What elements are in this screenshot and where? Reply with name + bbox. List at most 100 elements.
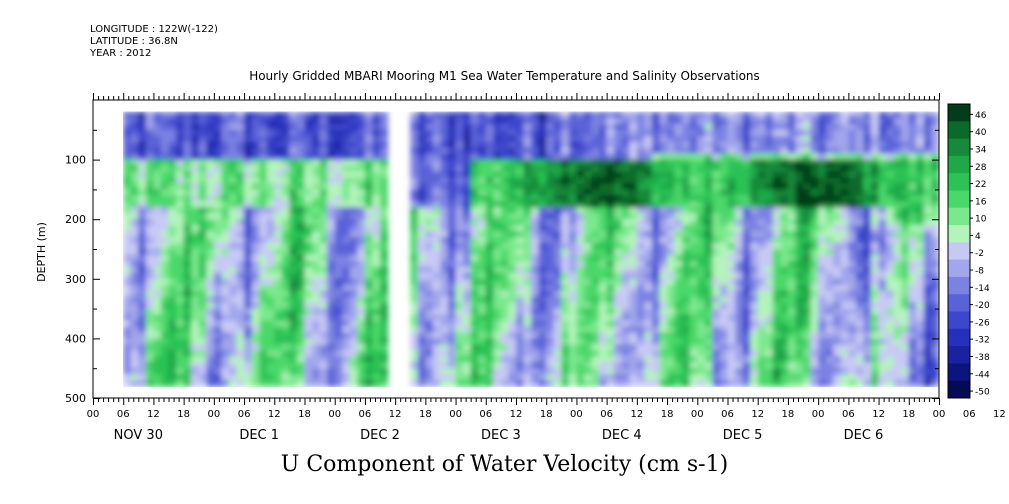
heatmap-cell bbox=[274, 320, 283, 328]
heatmap-cell bbox=[470, 123, 479, 131]
heatmap-cell bbox=[584, 260, 593, 268]
heatmap-cell bbox=[213, 195, 223, 202]
heatmap-cell bbox=[833, 320, 842, 328]
heatmap-cell bbox=[546, 356, 555, 363]
heatmap-cell bbox=[621, 249, 630, 256]
heatmap-cell bbox=[372, 278, 381, 286]
heatmap-cell bbox=[244, 207, 253, 214]
heatmap-cell bbox=[606, 338, 615, 345]
heatmap-cell bbox=[440, 225, 449, 232]
heatmap-cell bbox=[516, 344, 525, 351]
heatmap-cell bbox=[425, 195, 434, 202]
heatmap-cell bbox=[606, 225, 615, 232]
heatmap-cell bbox=[629, 243, 638, 250]
heatmap-cell bbox=[319, 141, 328, 149]
heatmap-cell bbox=[523, 368, 532, 375]
heatmap-cell bbox=[787, 165, 797, 173]
heatmap-cell bbox=[229, 302, 238, 310]
heatmap-cell bbox=[500, 326, 510, 334]
heatmap-cell bbox=[432, 272, 442, 280]
heatmap-cell bbox=[667, 129, 676, 137]
heatmap-cell bbox=[742, 308, 751, 316]
heatmap-cell bbox=[742, 350, 751, 357]
heatmap-cell bbox=[772, 344, 781, 351]
heatmap-cell bbox=[380, 213, 389, 220]
heatmap-cell bbox=[123, 219, 132, 226]
heatmap-cell bbox=[342, 374, 351, 381]
heatmap-cell bbox=[304, 123, 313, 131]
heatmap-cell bbox=[463, 350, 472, 357]
heatmap-cell bbox=[599, 272, 608, 280]
heatmap-cell bbox=[923, 135, 933, 143]
heatmap-cell bbox=[735, 362, 744, 369]
heatmap-cell bbox=[478, 201, 487, 208]
heatmap-cell bbox=[795, 183, 804, 190]
heatmap-cell bbox=[689, 129, 698, 137]
heatmap-cell bbox=[266, 135, 275, 143]
heatmap-cell bbox=[871, 266, 880, 274]
heatmap-cell bbox=[357, 243, 366, 250]
heatmap-cell bbox=[221, 141, 230, 149]
heatmap-cell bbox=[161, 237, 170, 244]
heatmap-cell bbox=[432, 320, 442, 328]
heatmap-cell bbox=[191, 368, 200, 375]
heatmap-cell bbox=[810, 141, 819, 149]
heatmap-cell bbox=[636, 296, 646, 304]
heatmap-cell bbox=[704, 237, 713, 244]
heatmap-cell bbox=[289, 308, 298, 316]
heatmap-cell bbox=[614, 153, 623, 161]
heatmap-cell bbox=[750, 237, 759, 244]
heatmap-cell bbox=[349, 368, 358, 375]
heatmap-cell bbox=[380, 171, 389, 179]
heatmap-cell bbox=[855, 284, 865, 292]
heatmap-cell bbox=[500, 344, 510, 351]
heatmap-cell bbox=[304, 153, 313, 161]
heatmap-cell bbox=[591, 332, 600, 339]
heatmap-cell bbox=[417, 147, 426, 155]
heatmap-cell bbox=[765, 380, 774, 387]
heatmap-cell bbox=[161, 290, 170, 298]
heatmap-cell bbox=[191, 129, 200, 137]
heatmap-cell bbox=[719, 338, 729, 345]
heatmap-cell bbox=[735, 249, 744, 256]
x-axis: 00 06 12 18 00 06 12 18 00 06 12 18 00 06 12 18 00 06 12 18… bbox=[87, 93, 1006, 443]
heatmap-cell bbox=[908, 147, 917, 155]
heatmap-cell bbox=[825, 171, 834, 179]
heatmap-cell bbox=[659, 374, 668, 381]
heatmap-cell bbox=[727, 362, 736, 369]
heatmap-cell bbox=[621, 225, 630, 232]
heatmap-cell bbox=[584, 201, 593, 208]
heatmap-cell bbox=[304, 225, 313, 232]
heatmap-cell bbox=[432, 374, 442, 381]
heatmap-cell bbox=[735, 326, 744, 334]
heatmap-cell bbox=[281, 147, 290, 155]
heatmap-cell bbox=[448, 213, 457, 220]
heatmap-cell bbox=[614, 207, 623, 214]
heatmap-cell bbox=[349, 278, 358, 286]
heatmap-cell bbox=[259, 320, 268, 328]
heatmap-cell bbox=[636, 219, 646, 226]
heatmap-cell bbox=[485, 147, 494, 155]
heatmap-cell bbox=[236, 195, 245, 202]
heatmap-cell bbox=[614, 314, 623, 322]
heatmap-cell bbox=[750, 159, 759, 167]
heatmap-cell bbox=[523, 183, 532, 190]
heatmap-cell bbox=[689, 231, 698, 238]
heatmap-cell bbox=[621, 129, 630, 137]
heatmap-cell bbox=[213, 159, 223, 167]
heatmap-cell bbox=[652, 159, 661, 167]
heatmap-cell bbox=[523, 260, 532, 268]
heatmap-cell bbox=[780, 111, 789, 119]
heatmap-cell bbox=[244, 219, 253, 226]
heatmap-cell bbox=[236, 350, 245, 357]
heatmap-cell bbox=[327, 177, 336, 185]
heatmap-cell bbox=[432, 260, 442, 268]
heatmap-cell bbox=[576, 344, 585, 351]
heatmap-cell bbox=[372, 177, 381, 185]
heatmap-cell bbox=[168, 272, 177, 280]
heatmap-cell bbox=[478, 278, 487, 286]
heatmap-cell bbox=[274, 302, 283, 310]
heatmap-cell bbox=[878, 123, 887, 131]
heatmap-cell bbox=[908, 219, 917, 226]
heatmap-cell bbox=[440, 177, 449, 185]
